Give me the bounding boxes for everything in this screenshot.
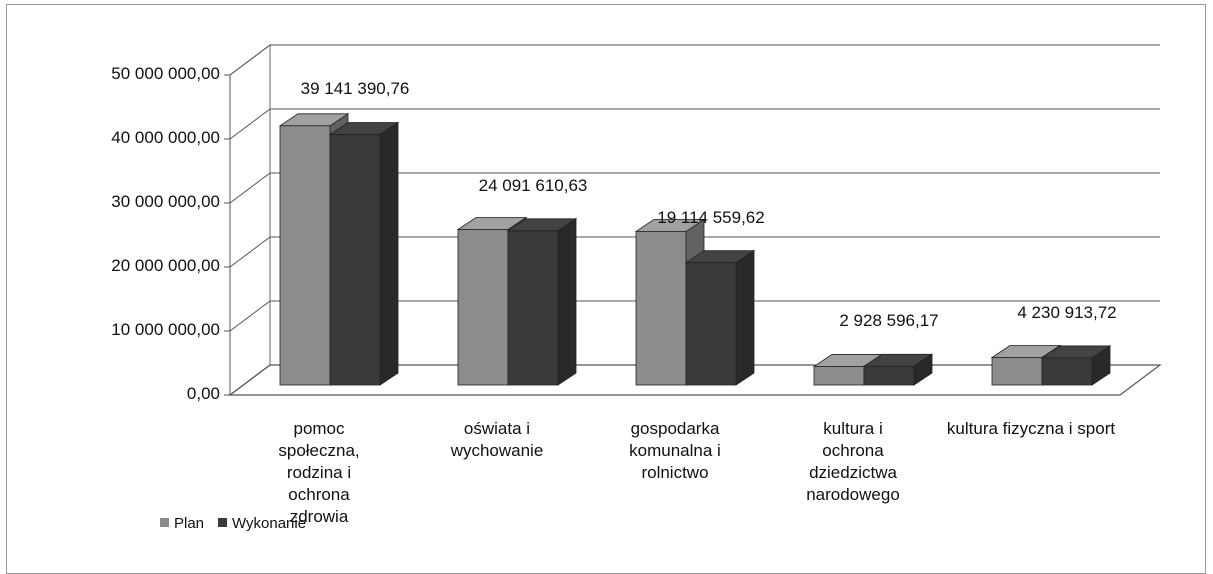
y-tick-label: 40 000 000,00 bbox=[111, 128, 220, 147]
data-label: 19 114 559,62 bbox=[657, 207, 765, 227]
data-label: 2 928 596,17 bbox=[839, 311, 939, 331]
y-tick-label: 20 000 000,00 bbox=[111, 256, 220, 275]
grid-line bbox=[229, 44, 1160, 76]
x-tick-label: oświata i wychowanie bbox=[450, 419, 544, 460]
y-tick-label: 30 000 000,00 bbox=[111, 192, 220, 211]
y-tick-label: 10 000 000,00 bbox=[111, 320, 220, 339]
bar bbox=[685, 262, 737, 386]
x-tick-label: pomoc społeczna, rodzina i ochrona zdrow… bbox=[278, 419, 360, 526]
legend-label: Wykonanie bbox=[232, 515, 307, 532]
bar bbox=[1041, 357, 1093, 386]
y-tick-label: 0,00 bbox=[186, 384, 220, 403]
bar bbox=[863, 365, 915, 386]
data-label: 4 230 913,72 bbox=[1017, 302, 1117, 322]
bar bbox=[813, 366, 865, 386]
legend-item: Plan bbox=[160, 515, 204, 533]
grid-line bbox=[229, 300, 1160, 332]
grid-line bbox=[229, 108, 1160, 140]
bar bbox=[635, 230, 687, 386]
data-label: 39 141 390,76 bbox=[300, 79, 410, 99]
legend-swatch bbox=[218, 518, 227, 527]
x-tick-label: kultura fizyczna i sport bbox=[946, 419, 1116, 438]
x-tick-label: kultura i ochrona dziedzictwa narodowego bbox=[806, 419, 900, 504]
bar bbox=[991, 357, 1043, 386]
bar bbox=[457, 229, 509, 386]
legend-label: Plan bbox=[174, 515, 205, 532]
x-tick-label: gospodarka komunalna i rolnictwo bbox=[629, 419, 721, 482]
bar bbox=[279, 125, 331, 386]
bar-side bbox=[557, 218, 577, 386]
legend-item: Wykonanie bbox=[218, 515, 306, 533]
bar-side bbox=[379, 121, 399, 386]
bar bbox=[329, 134, 381, 386]
grid-line bbox=[229, 172, 1160, 204]
bar bbox=[507, 230, 559, 386]
legend-swatch bbox=[160, 518, 169, 527]
data-label: 24 091 610,63 bbox=[478, 175, 588, 195]
grid-line bbox=[229, 236, 1160, 268]
bar-side bbox=[735, 249, 755, 386]
y-tick-label: 50 000 000,00 bbox=[111, 64, 220, 83]
